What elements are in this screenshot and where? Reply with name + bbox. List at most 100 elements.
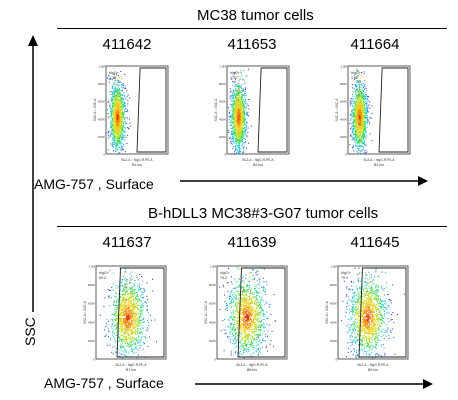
y-tick-label: 600K bbox=[330, 302, 337, 306]
y-axis-label: SSC-A :: SSC-A bbox=[214, 98, 218, 122]
y-tick-label: 0 bbox=[214, 358, 216, 362]
bottom-x-arrow bbox=[195, 379, 433, 389]
density-points bbox=[99, 267, 157, 359]
gate-name: hIgG+ bbox=[109, 71, 119, 75]
gate-percent: 79.3 bbox=[220, 276, 227, 280]
file-label: B1.fcs bbox=[132, 163, 142, 167]
x-axis-label: BL2-A :: hIgG-R-PE-A bbox=[237, 363, 269, 367]
gate-percent: 89.2 bbox=[99, 276, 106, 280]
top-x-caption: AMG-757 , Surface bbox=[34, 176, 154, 192]
y-tick-label: 200K bbox=[98, 135, 105, 139]
x-axis-label: BL2-A :: hIgG-R-PE-A bbox=[358, 363, 390, 367]
y-tick-label: 0 bbox=[345, 153, 347, 157]
y-tick-label: 1.0M bbox=[330, 265, 337, 269]
y-tick-label: 800K bbox=[330, 283, 337, 287]
y-axis-caption: SSC bbox=[22, 317, 38, 346]
y-tick-label: 600K bbox=[209, 302, 216, 306]
y-axis-label: SSC-A :: SSC-A bbox=[325, 300, 329, 324]
y-tick-label: 200K bbox=[340, 135, 347, 139]
y-tick-label: 1.0M bbox=[340, 65, 347, 69]
y-tick-label: 800K bbox=[219, 82, 226, 86]
bottom-x-caption: AMG-757 , Surface bbox=[44, 375, 164, 391]
gate-percent: 1.02 bbox=[351, 76, 358, 80]
density-points bbox=[341, 267, 405, 359]
y-tick-label: 600K bbox=[88, 302, 95, 306]
y-axis-arrow bbox=[28, 35, 38, 312]
gate-polygon bbox=[136, 67, 167, 153]
y-tick-label: 600K bbox=[98, 100, 105, 104]
y-tick-label: 400K bbox=[88, 320, 95, 324]
y-axis-label: SSC-A :: SSC-A bbox=[335, 98, 339, 122]
density-points bbox=[227, 68, 252, 155]
file-label: B9.fcs bbox=[368, 368, 378, 372]
y-tick-label: 0 bbox=[335, 358, 337, 362]
gate-percent: 1.38 bbox=[109, 76, 116, 80]
y-tick-label: 1.0M bbox=[219, 65, 226, 69]
x-axis-label: BL2-A :: hIgG-R-PE-A bbox=[122, 158, 154, 162]
y-tick-label: 200K bbox=[219, 135, 226, 139]
gate-name: hIgG+ bbox=[99, 271, 109, 275]
gate-polygon bbox=[116, 267, 165, 358]
top-panel-title: MC38 tumor cells bbox=[197, 7, 314, 24]
y-axis-label: SSC-A :: SSC-A bbox=[93, 98, 97, 122]
y-tick-label: 600K bbox=[340, 100, 347, 104]
x-axis-label: BL2-A :: hIgG-R-PE-A bbox=[116, 363, 148, 367]
file-label: B8.fcs bbox=[247, 368, 257, 372]
file-label: B3.fcs bbox=[374, 163, 384, 167]
gate-polygon bbox=[257, 67, 288, 153]
gate-name: hIgG+ bbox=[220, 271, 230, 275]
file-label: B2.fcs bbox=[253, 163, 263, 167]
density-points bbox=[349, 68, 373, 155]
y-tick-label: 400K bbox=[98, 117, 105, 121]
bottom-panel-title: B-hDLL3 MC38#3-G07 tumor cells bbox=[148, 205, 379, 222]
sample-id-top-1: 411642 bbox=[102, 36, 152, 53]
bottom-panel-rule bbox=[57, 226, 447, 227]
sample-id-bottom-2: 411639 bbox=[227, 234, 277, 251]
gate-name: hIgG+ bbox=[351, 71, 361, 75]
sample-id-top-2: 411653 bbox=[227, 36, 277, 53]
y-tick-label: 0 bbox=[103, 153, 105, 157]
y-tick-label: 400K bbox=[340, 117, 347, 121]
gate-name: hIgG+ bbox=[230, 71, 240, 75]
y-tick-label: 200K bbox=[88, 339, 95, 343]
y-tick-label: 200K bbox=[330, 339, 337, 343]
density-points bbox=[219, 266, 276, 359]
y-axis-label: SSC-A :: SSC-A bbox=[204, 300, 208, 324]
gate-polygon bbox=[378, 67, 409, 153]
density-points bbox=[107, 67, 132, 154]
top-panel-rule bbox=[57, 28, 447, 29]
y-axis-label: SSC-A :: SSC-A bbox=[83, 300, 87, 324]
y-tick-label: 600K bbox=[219, 100, 226, 104]
gate-percent: 79.4 bbox=[341, 276, 348, 280]
x-axis-label: BL2-A :: hIgG-R-PE-A bbox=[243, 158, 275, 162]
y-tick-label: 400K bbox=[219, 117, 226, 121]
y-tick-label: 1.0M bbox=[209, 265, 216, 269]
y-tick-label: 400K bbox=[209, 320, 216, 324]
x-axis-label: BL2-A :: hIgG-R-PE-A bbox=[364, 158, 396, 162]
y-tick-label: 400K bbox=[330, 320, 337, 324]
gate-name: hIgG+ bbox=[341, 271, 351, 275]
top-x-arrow bbox=[180, 176, 428, 186]
y-tick-label: 0 bbox=[224, 153, 226, 157]
gate-polygon bbox=[358, 267, 407, 358]
y-tick-label: 800K bbox=[98, 82, 105, 86]
y-tick-label: 800K bbox=[88, 283, 95, 287]
sample-id-bottom-1: 411637 bbox=[102, 234, 152, 251]
gate-polygon bbox=[237, 267, 286, 358]
y-tick-label: 1.0M bbox=[98, 65, 105, 69]
y-tick-label: 800K bbox=[209, 283, 216, 287]
sample-id-top-3: 411664 bbox=[350, 36, 400, 53]
y-tick-label: 200K bbox=[209, 339, 216, 343]
y-tick-label: 1.0M bbox=[88, 265, 95, 269]
gate-percent: 1.42 bbox=[230, 76, 237, 80]
sample-id-bottom-3: 411645 bbox=[350, 234, 400, 251]
y-tick-label: 800K bbox=[340, 82, 347, 86]
y-tick-label: 0 bbox=[93, 358, 95, 362]
file-label: B7.fcs bbox=[126, 368, 136, 372]
